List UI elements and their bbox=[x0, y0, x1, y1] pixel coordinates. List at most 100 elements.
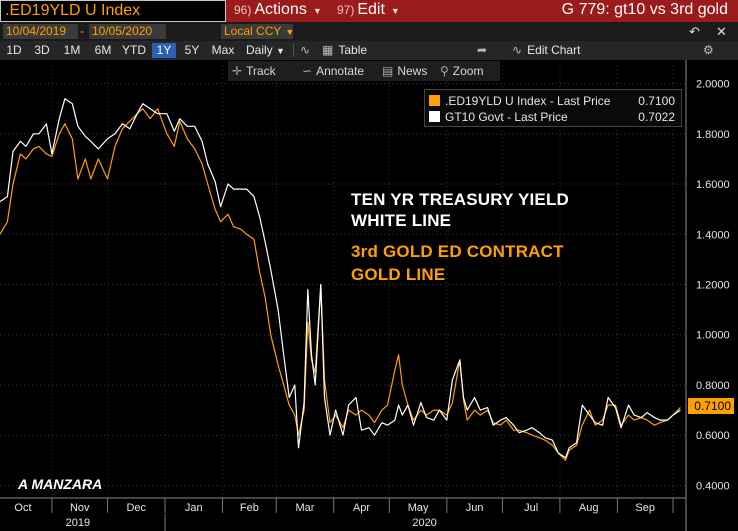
author-watermark: A MANZARA bbox=[18, 476, 103, 492]
y-tick-label: 0.8000 bbox=[696, 380, 730, 392]
track-label: Track bbox=[246, 64, 276, 78]
last-price-tag: 0.7100 bbox=[688, 398, 734, 414]
x-tick-label: May bbox=[408, 502, 429, 514]
legend-swatch-gold bbox=[429, 95, 440, 106]
chart-series bbox=[0, 98, 681, 461]
period-max-button[interactable]: Max bbox=[211, 43, 235, 57]
table-label: Table bbox=[338, 43, 368, 57]
track-button[interactable]: ✛ Track bbox=[232, 63, 276, 79]
legend-white-value: 0.7022 bbox=[638, 110, 675, 124]
actions-shortcut-number: 96) bbox=[234, 3, 252, 17]
annotation-gold-line-2: GOLD LINE bbox=[351, 265, 446, 284]
period-6m-button[interactable]: 6M bbox=[94, 43, 112, 57]
legend-gold-value: 0.7100 bbox=[638, 94, 675, 108]
x-tick-label: Feb bbox=[240, 502, 259, 514]
y-tick-label: 2.0000 bbox=[696, 79, 730, 91]
period-5y-button[interactable]: 5Y bbox=[184, 43, 200, 57]
y-tick-label: 1.0000 bbox=[696, 330, 730, 342]
news-button[interactable]: ▤ News bbox=[382, 63, 427, 79]
x-tick-label: Mar bbox=[296, 502, 315, 514]
x-tick-label: Jan bbox=[185, 502, 203, 514]
x-tick-label: Apr bbox=[353, 502, 370, 514]
annotate-label: Annotate bbox=[316, 64, 365, 78]
y-tick-label: 1.8000 bbox=[696, 129, 730, 141]
annotation-gold-line-1: 3rd GOLD ED CONTRACT bbox=[351, 242, 564, 261]
x-tick-label: Oct bbox=[14, 502, 31, 514]
close-icon[interactable]: ✕ bbox=[716, 24, 727, 39]
share-button[interactable]: ➦ bbox=[477, 43, 492, 58]
frequency-dropdown-icon: ▼ bbox=[276, 46, 285, 56]
period-1m-button[interactable]: 1M bbox=[63, 43, 81, 57]
currency-label: Local CCY bbox=[224, 24, 282, 38]
currency-select[interactable]: Local CCY ▼ bbox=[221, 24, 295, 39]
graph-title: G 779: gt10 vs 3rd gold bbox=[561, 1, 728, 18]
date-range-row: 10/04/2019 - 10/05/2020 Local CCY ▼ ↶ ✕ bbox=[0, 22, 738, 41]
zoom-icon: ⚲ bbox=[440, 64, 449, 78]
period-3d-button[interactable]: 3D bbox=[34, 43, 50, 57]
frequency-label: Daily bbox=[246, 43, 273, 57]
x-year-label: 2019 bbox=[66, 517, 90, 529]
chart-type-button[interactable]: ∿ bbox=[300, 43, 315, 58]
y-tick-label: 1.2000 bbox=[696, 280, 730, 292]
end-date-field[interactable]: 10/05/2020 bbox=[89, 24, 166, 39]
edit-label: Edit bbox=[357, 1, 385, 18]
chart-axes: 2.0000 1.8000 1.6000 1.4000 1.2000 1.0000 0.80… bbox=[0, 60, 730, 531]
legend-white-label: GT10 Govt - Last Price bbox=[445, 110, 568, 124]
news-label: News bbox=[397, 64, 428, 78]
frequency-select[interactable]: Daily ▼ bbox=[246, 43, 285, 59]
period-1d-button[interactable]: 1D bbox=[6, 43, 22, 57]
legend-swatch-white bbox=[429, 111, 440, 122]
currency-dropdown-icon: ▼ bbox=[285, 27, 295, 37]
line-chart[interactable]: 2.0000 1.8000 1.6000 1.4000 1.2000 1.0000 0.80… bbox=[0, 60, 738, 531]
chart-legend: .ED19YLD U Index - Last Price 0.7100 GT1… bbox=[424, 89, 682, 127]
ticker-label: .ED19YLD U Index bbox=[5, 2, 141, 19]
x-tick-label: Dec bbox=[126, 502, 146, 514]
share-icon: ➦ bbox=[477, 43, 488, 57]
x-tick-label: Aug bbox=[579, 502, 599, 514]
edit-chart-icon: ∿ bbox=[512, 43, 523, 57]
x-year-label: 2020 bbox=[412, 517, 436, 529]
zoom-button[interactable]: ⚲ Zoom bbox=[440, 63, 483, 79]
actions-menu-button[interactable]: 96) Actions ▼ bbox=[234, 1, 322, 21]
legend-gold-label: .ED19YLD U Index - Last Price bbox=[445, 94, 611, 108]
y-tick-label: 0.6000 bbox=[696, 430, 730, 442]
actions-label: Actions bbox=[254, 1, 307, 18]
edit-menu-button[interactable]: 97) Edit ▼ bbox=[337, 1, 400, 21]
annotation-white-line-1: TEN YR TREASURY YIELD bbox=[351, 190, 570, 209]
x-tick-label: Jun bbox=[466, 502, 484, 514]
table-icon: ▦ bbox=[322, 43, 334, 57]
toolbar-divider bbox=[293, 44, 294, 57]
annotate-button[interactable]: ∽ Annotate bbox=[302, 63, 364, 79]
settings-button[interactable]: ⚙ bbox=[703, 43, 719, 58]
gear-icon: ⚙ bbox=[703, 43, 714, 57]
y-tick-label: 1.6000 bbox=[696, 179, 730, 191]
series-line-gold bbox=[0, 108, 681, 461]
edit-chart-label: Edit Chart bbox=[527, 43, 581, 57]
legend-entry-gold: .ED19YLD U Index - Last Price 0.7100 bbox=[429, 93, 677, 109]
title-bar: .ED19YLD U Index 96) Actions ▼ 97) Edit ▼ G … bbox=[0, 0, 738, 22]
start-date-field[interactable]: 10/04/2019 bbox=[3, 24, 78, 39]
period-1y-button[interactable]: 1Y bbox=[152, 43, 176, 58]
annotation-white-line-2: WHITE LINE bbox=[351, 211, 452, 230]
x-tick-label: Jul bbox=[524, 502, 538, 514]
track-icon: ✛ bbox=[232, 64, 243, 78]
legend-entry-white: GT10 Govt - Last Price 0.7022 bbox=[429, 109, 677, 125]
undo-icon[interactable]: ↶ bbox=[689, 24, 700, 39]
news-icon: ▤ bbox=[382, 64, 394, 78]
chart-gridlines bbox=[0, 66, 686, 498]
edit-shortcut-number: 97) bbox=[337, 3, 355, 17]
table-button[interactable]: ▦ Table bbox=[322, 43, 367, 58]
line-chart-icon: ∿ bbox=[300, 43, 311, 57]
x-tick-label: Sep bbox=[635, 502, 655, 514]
series-line-white bbox=[0, 98, 681, 459]
edit-dropdown-icon: ▼ bbox=[390, 6, 400, 16]
period-ytd-button[interactable]: YTD bbox=[122, 43, 146, 57]
ticker-field[interactable]: .ED19YLD U Index bbox=[0, 0, 226, 22]
period-toolbar: 1D 3D 1M 6M YTD 1Y 5Y Max Daily ▼ ∿ ▦ Tab… bbox=[0, 41, 738, 60]
actions-dropdown-icon: ▼ bbox=[312, 6, 322, 16]
chart-background bbox=[0, 60, 738, 531]
y-tick-label: 0.4000 bbox=[696, 480, 730, 492]
chart-action-bar: ✛ Track ∽ Annotate ▤ News ⚲ Zoom bbox=[228, 61, 500, 81]
x-tick-label: Nov bbox=[70, 502, 90, 514]
edit-chart-button[interactable]: ∿ Edit Chart bbox=[512, 43, 580, 58]
